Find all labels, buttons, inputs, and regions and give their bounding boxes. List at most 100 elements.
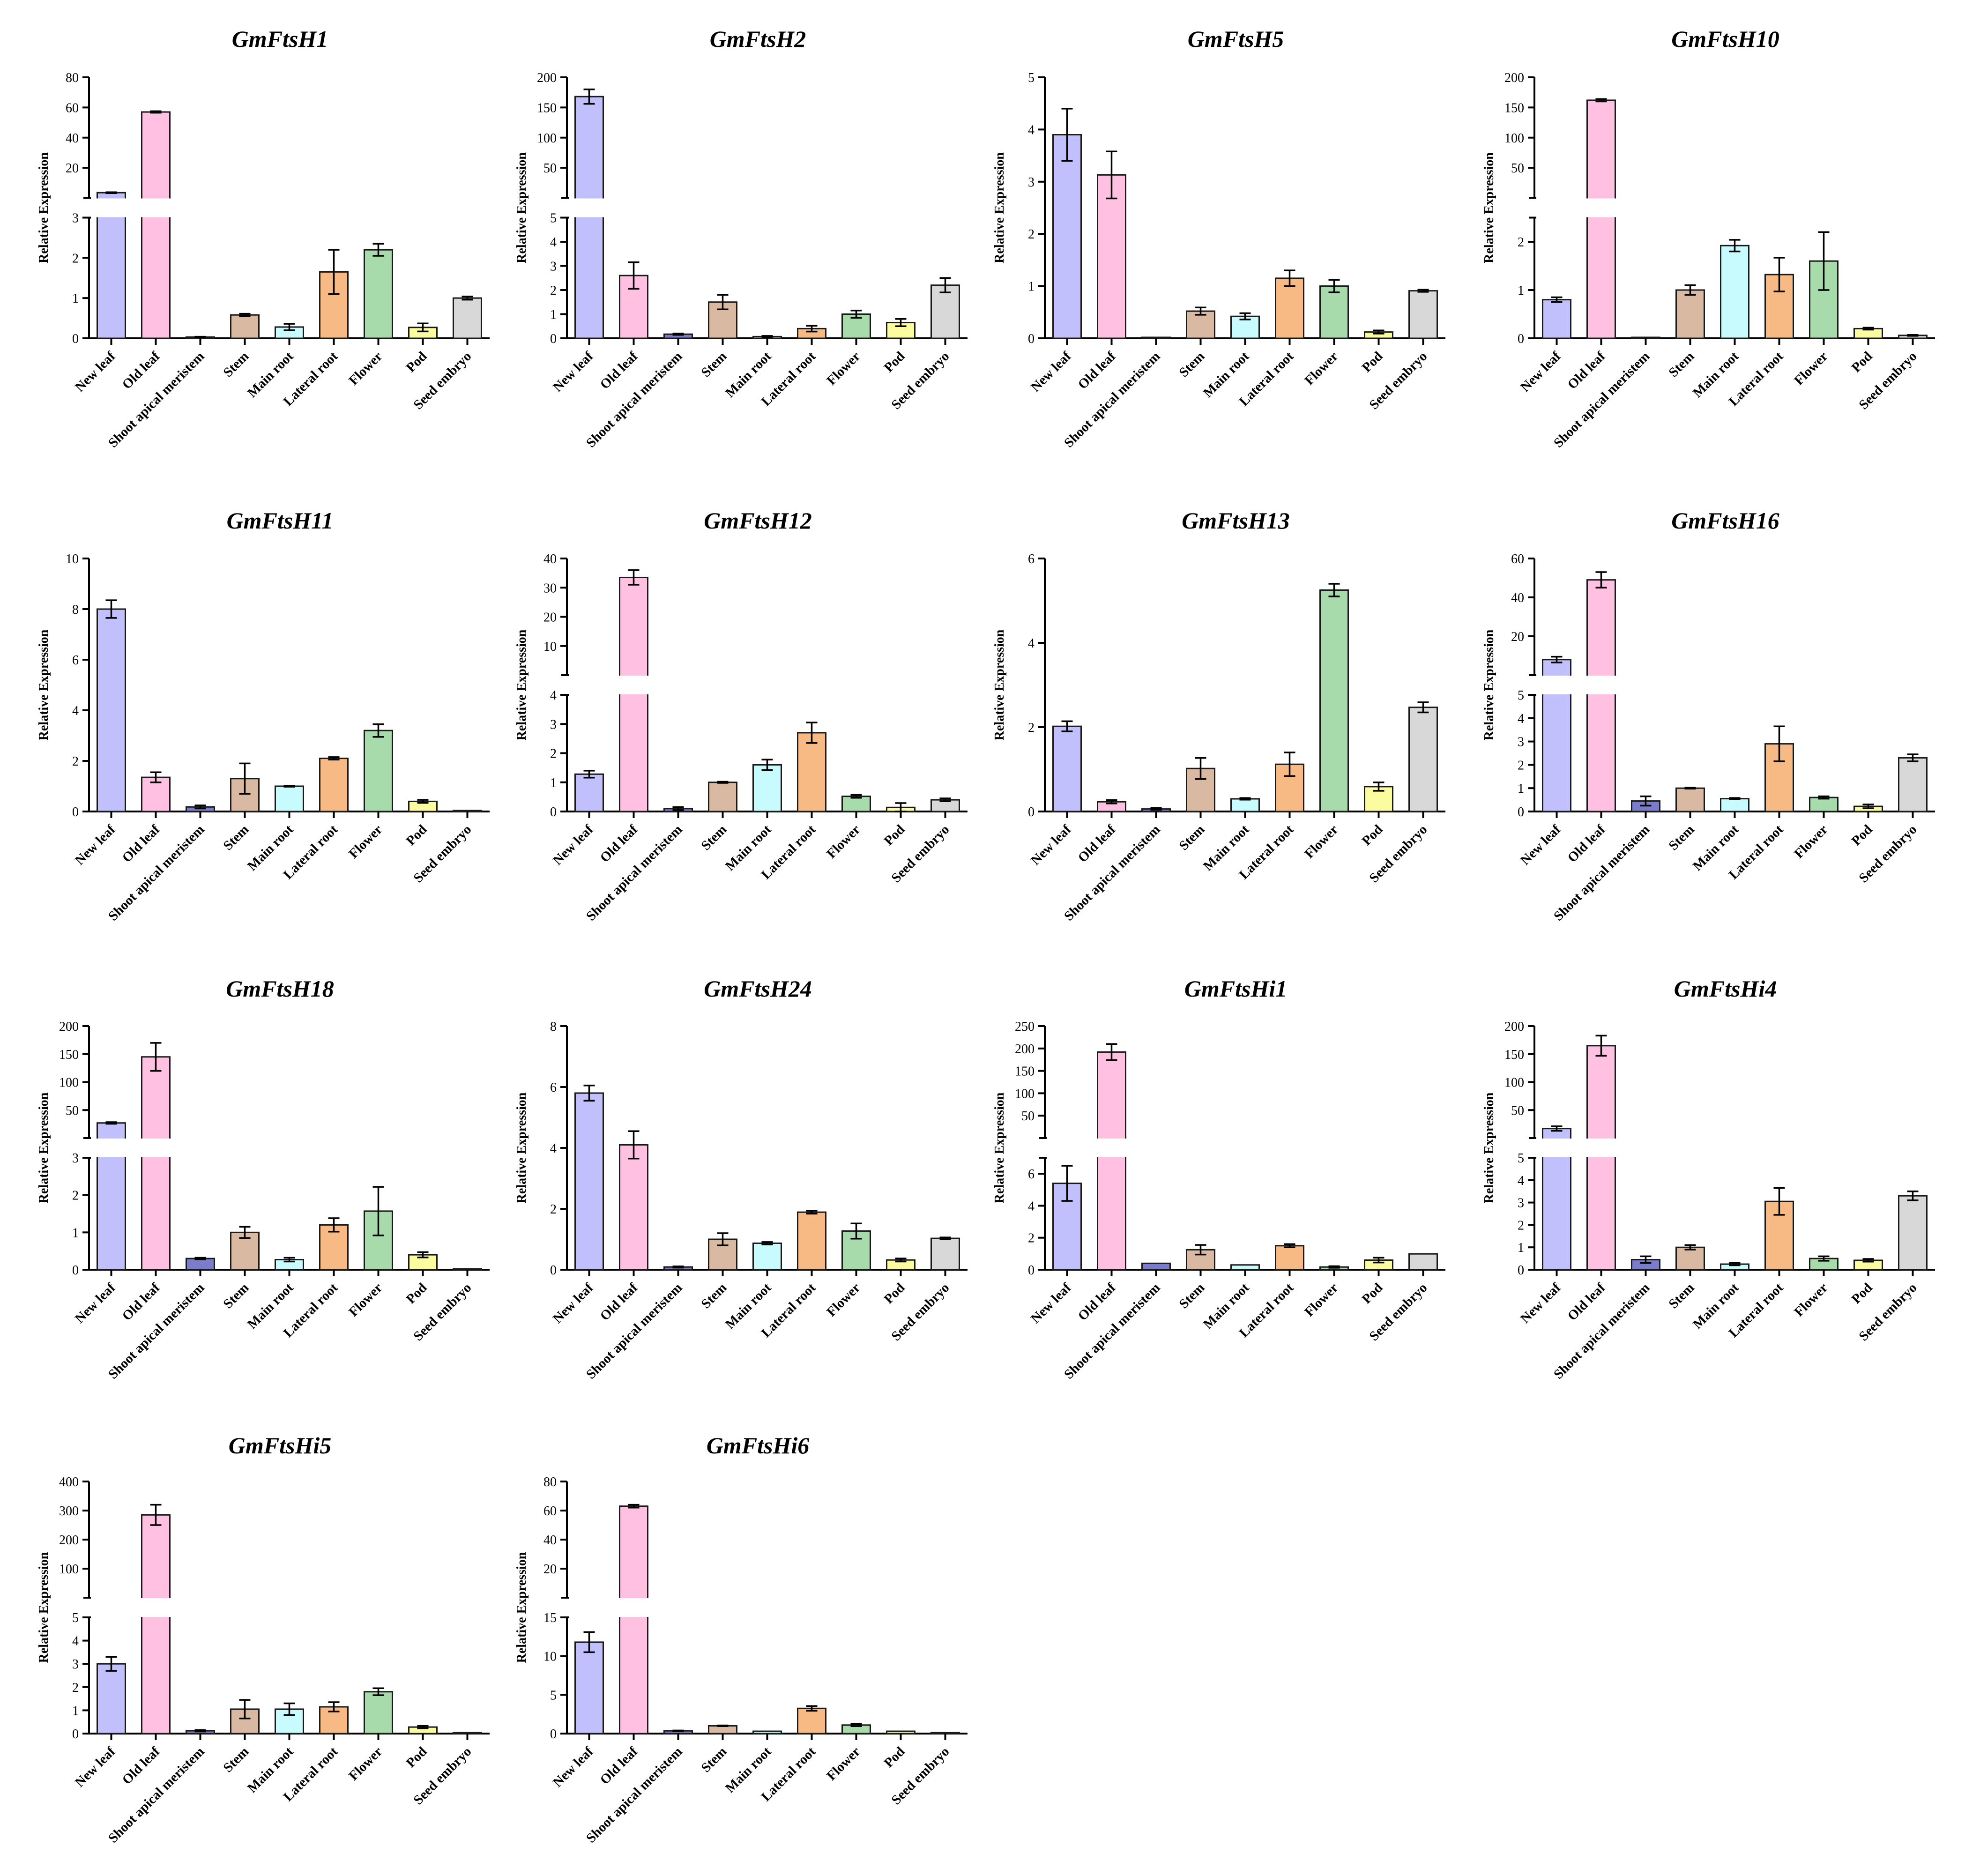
x-tick-label: Pod <box>881 1280 908 1307</box>
y-tick-label: 5 <box>1518 688 1524 703</box>
y-tick-label: 60 <box>543 1504 557 1519</box>
x-tick-label: Old leaf <box>119 1744 163 1787</box>
x-tick-label: Old leaf <box>1565 349 1608 392</box>
y-tick-label: 60 <box>66 101 79 115</box>
y-tick-label: 100 <box>59 1076 79 1090</box>
y-tick-label: 0 <box>550 1727 557 1742</box>
y-tick-label: 2 <box>550 747 557 761</box>
chart-title: GmFtsH16 <box>1671 507 1779 534</box>
x-tick-label: Old leaf <box>119 349 163 392</box>
bar-main-root <box>752 1730 782 1735</box>
chart-title: GmFtsH1 <box>232 26 328 52</box>
y-tick-label: 40 <box>543 1533 557 1548</box>
bar-break-gap <box>140 1598 171 1617</box>
x-tick-label: Flower <box>824 1744 863 1783</box>
x-tick-label: New leaf <box>550 1744 596 1790</box>
y-tick-label: 1 <box>1518 1241 1524 1255</box>
x-tick-label: Flower <box>346 1280 385 1319</box>
y-tick-label: 50 <box>1511 161 1524 176</box>
y-tick-label: 3 <box>550 260 557 274</box>
bar-old-leaf <box>141 1514 171 1735</box>
x-tick-label: Flower <box>346 1744 385 1783</box>
bar-flower <box>1319 589 1349 812</box>
chart-GmFtsH16: GmFtsH16 Relative Expression 0 1 2 3 4 5 20 40 60 N… <box>1482 507 1935 924</box>
bar-old-leaf <box>1097 174 1126 339</box>
bar-break-gap <box>1541 1139 1572 1157</box>
y-tick-label: 6 <box>1028 552 1035 566</box>
bar-main-root <box>275 785 304 812</box>
bar-lateral-root <box>319 1706 349 1735</box>
bar-shoot-apical-meristem <box>186 1258 215 1271</box>
y-tick-label: 10 <box>66 552 79 566</box>
y-tick-label: 1 <box>550 776 557 790</box>
y-tick-label: 10 <box>543 1650 557 1664</box>
x-tick-label: New leaf <box>1518 349 1564 395</box>
x-tick-label: New leaf <box>72 822 119 868</box>
y-tick-label: 6 <box>72 653 79 668</box>
x-tick-label: Stem <box>1666 1280 1697 1311</box>
y-tick-label: 5 <box>1518 1151 1524 1166</box>
x-tick-label: New leaf <box>1518 822 1564 868</box>
y-tick-label: 4 <box>72 704 79 718</box>
bar-pod <box>886 1730 916 1735</box>
x-tick-label: Flower <box>1302 349 1341 388</box>
chart-GmFtsHi5: GmFtsHi5 Relative Expression 0 1 2 3 4 5 100 200 3… <box>37 1432 490 1846</box>
x-tick-label: Flower <box>824 349 863 388</box>
x-tick-label: Pod <box>1849 349 1876 375</box>
y-tick-label: 0 <box>1518 332 1524 346</box>
y-tick-label: 0 <box>1518 1263 1524 1278</box>
x-tick-label: Old leaf <box>597 1280 641 1324</box>
bar-flower <box>364 1691 393 1735</box>
y-tick-label: 250 <box>1015 1020 1035 1034</box>
bar-break-gap <box>1585 1139 1617 1157</box>
y-tick-label: 50 <box>1511 1103 1524 1118</box>
y-tick-label: 0 <box>72 332 79 346</box>
y-tick-label: 0 <box>1028 1263 1035 1278</box>
x-tick-label: Stem <box>698 822 729 853</box>
y-tick-label: 4 <box>1028 636 1035 651</box>
bar-seed-embryo <box>930 1732 960 1735</box>
y-tick-label: 150 <box>1015 1065 1035 1079</box>
y-tick-label: 0 <box>72 1263 79 1278</box>
chart-GmFtsH1: GmFtsH1 Relative Expression 0 1 2 3 20 40 60 80 Ne… <box>37 26 490 451</box>
y-tick-label: 0 <box>1518 805 1524 819</box>
y-tick-label: 2 <box>1518 235 1524 250</box>
y-tick-label: 8 <box>550 1020 557 1034</box>
y-tick-label: 5 <box>550 1688 557 1703</box>
x-tick-label: New leaf <box>550 349 596 395</box>
bar-flower <box>1809 797 1839 812</box>
y-tick-label: 2 <box>1518 758 1524 773</box>
bar-flower <box>364 730 393 812</box>
x-tick-label: Stem <box>1176 822 1207 853</box>
x-tick-label: New leaf <box>1028 349 1074 395</box>
chart-GmFtsH10: GmFtsH10 Relative Expression 0 1 2 50 100 150 20… <box>1482 26 1935 451</box>
y-tick-label: 4 <box>550 235 557 250</box>
x-tick-label: Stem <box>1176 349 1207 380</box>
y-tick-label: 0 <box>72 1727 79 1742</box>
chart-title: GmFtsHi4 <box>1674 975 1777 1002</box>
x-tick-label: Pod <box>881 822 908 849</box>
x-tick-label: New leaf <box>550 822 596 868</box>
y-tick-label: 10 <box>543 640 557 654</box>
x-tick-label: Pod <box>1849 1280 1876 1307</box>
bar-lateral-root <box>797 732 826 812</box>
y-tick-label: 40 <box>1511 591 1524 605</box>
bar-shoot-apical-meristem <box>1631 336 1660 339</box>
chart-title: GmFtsH2 <box>710 26 806 52</box>
y-tick-label: 2 <box>72 1189 79 1203</box>
bar-new-leaf <box>574 96 604 339</box>
chart-title: GmFtsH24 <box>704 975 812 1002</box>
bar-seed-embryo <box>1408 707 1438 812</box>
y-tick-label: 0 <box>1028 332 1035 346</box>
bar-break-gap <box>1585 676 1617 694</box>
y-tick-label: 0 <box>72 805 79 819</box>
bar-main-root <box>1720 245 1749 339</box>
y-tick-label: 1 <box>1518 283 1524 298</box>
chart-GmFtsH18: GmFtsH18 Relative Expression 0 1 2 3 50 100 150 2… <box>37 975 490 1382</box>
bar-stem <box>230 314 260 339</box>
y-tick-label: 1 <box>72 291 79 306</box>
y-axis-label: Relative Expression <box>514 629 529 740</box>
bar-flower <box>1319 285 1349 339</box>
x-tick-label: Pod <box>403 1280 430 1307</box>
x-tick-label: Stem <box>698 1744 729 1775</box>
